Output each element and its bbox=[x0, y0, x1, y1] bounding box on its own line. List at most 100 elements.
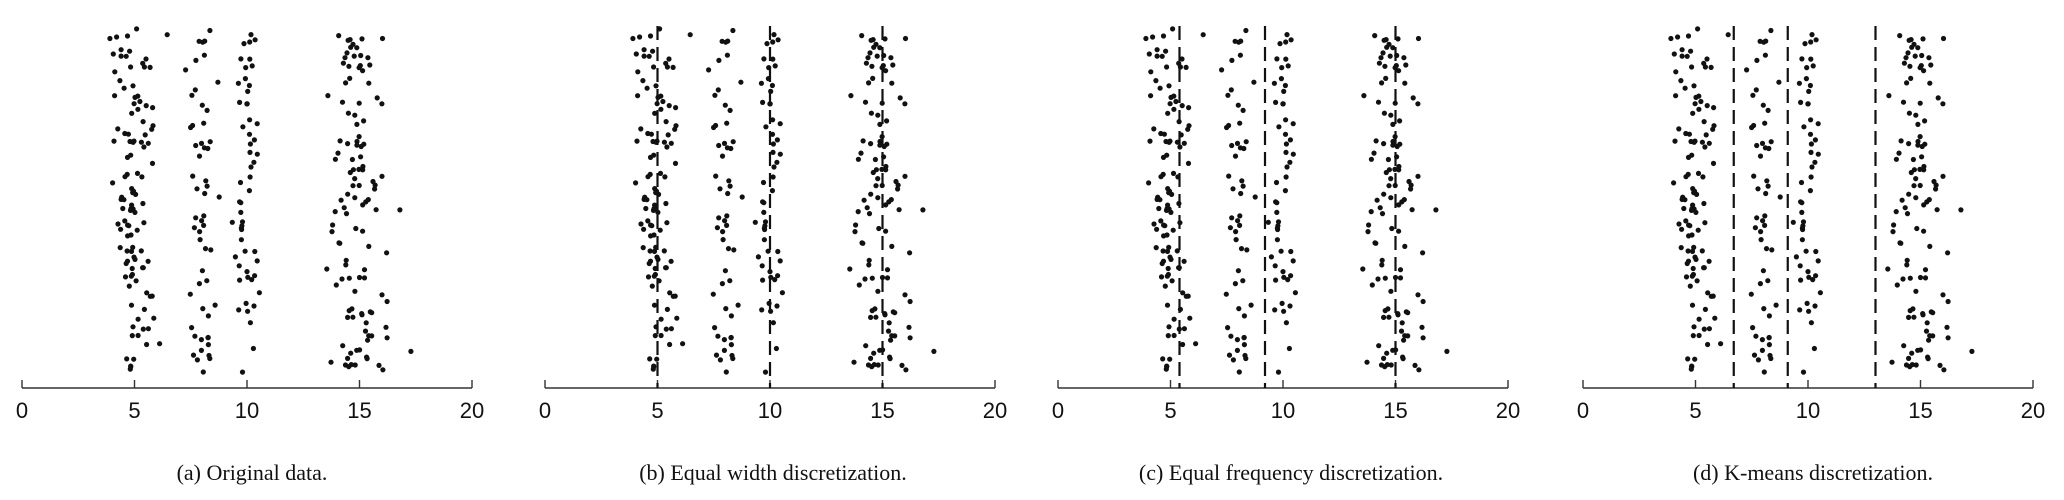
data-point bbox=[1164, 302, 1171, 308]
data-point bbox=[352, 195, 358, 201]
data-point bbox=[687, 32, 693, 38]
data-point bbox=[358, 143, 364, 150]
data-point bbox=[1179, 103, 1185, 109]
data-point bbox=[1900, 276, 1906, 282]
data-point bbox=[124, 33, 131, 39]
data-point bbox=[1365, 229, 1371, 235]
data-point bbox=[247, 117, 253, 123]
data-point bbox=[724, 222, 730, 228]
data-point bbox=[869, 275, 875, 281]
data-point bbox=[1281, 274, 1287, 280]
data-point bbox=[367, 62, 373, 68]
data-point bbox=[1753, 333, 1759, 339]
data-point bbox=[244, 101, 250, 107]
data-point bbox=[1376, 343, 1382, 349]
data-point bbox=[1378, 55, 1384, 61]
data-point bbox=[1683, 130, 1689, 137]
data-point bbox=[775, 273, 781, 279]
data-point bbox=[763, 124, 769, 130]
data-point bbox=[660, 98, 666, 105]
data-point bbox=[1387, 53, 1393, 59]
data-point bbox=[896, 207, 902, 213]
data-point bbox=[888, 337, 894, 343]
data-point bbox=[893, 178, 899, 185]
data-point bbox=[1234, 140, 1241, 146]
data-point bbox=[1815, 121, 1821, 127]
data-point bbox=[1236, 306, 1242, 312]
data-point bbox=[721, 140, 728, 146]
data-point bbox=[680, 341, 686, 347]
data-point bbox=[762, 219, 769, 225]
data-point bbox=[1940, 35, 1947, 42]
data-point bbox=[1725, 32, 1731, 38]
data-point bbox=[1385, 156, 1391, 163]
x-tick-label: 5 bbox=[1689, 398, 1701, 423]
data-point bbox=[343, 80, 349, 86]
data-point bbox=[141, 220, 147, 226]
data-point bbox=[710, 291, 716, 297]
data-point bbox=[883, 68, 889, 74]
data-point bbox=[1885, 266, 1891, 272]
data-point bbox=[1420, 335, 1426, 341]
data-point bbox=[1288, 37, 1294, 43]
data-point bbox=[657, 170, 664, 176]
data-point bbox=[1241, 342, 1247, 348]
data-point bbox=[1758, 229, 1764, 235]
data-point bbox=[1154, 53, 1160, 59]
data-point bbox=[135, 106, 141, 112]
data-point bbox=[1705, 290, 1711, 296]
data-point bbox=[1273, 99, 1279, 105]
data-point bbox=[343, 257, 349, 263]
data-point bbox=[1703, 132, 1709, 138]
data-point bbox=[1283, 320, 1289, 326]
data-point bbox=[1689, 248, 1696, 254]
data-point bbox=[664, 220, 670, 226]
data-point bbox=[1891, 222, 1897, 228]
data-point bbox=[1752, 225, 1758, 231]
data-point bbox=[730, 355, 736, 362]
data-point bbox=[860, 240, 866, 246]
data-point bbox=[1234, 337, 1240, 343]
data-point bbox=[251, 137, 257, 143]
data-point bbox=[1813, 37, 1819, 43]
data-point bbox=[1701, 265, 1707, 271]
data-point bbox=[1917, 65, 1923, 71]
data-point bbox=[759, 307, 765, 313]
data-point bbox=[1796, 80, 1802, 86]
data-point bbox=[864, 205, 870, 211]
data-point bbox=[215, 79, 221, 85]
data-point bbox=[1921, 68, 1927, 74]
data-point bbox=[1277, 41, 1283, 47]
data-point bbox=[1416, 367, 1422, 373]
data-point bbox=[876, 225, 882, 232]
data-point bbox=[1433, 207, 1439, 213]
data-point bbox=[1912, 53, 1918, 59]
data-point bbox=[713, 173, 719, 179]
data-point bbox=[379, 101, 385, 107]
data-point bbox=[122, 218, 128, 224]
data-point bbox=[118, 226, 124, 232]
data-point bbox=[761, 237, 768, 243]
data-point bbox=[715, 87, 721, 93]
data-point bbox=[333, 282, 339, 288]
data-point bbox=[216, 194, 222, 200]
data-point bbox=[337, 138, 343, 144]
data-point bbox=[1911, 183, 1917, 189]
data-point bbox=[1958, 207, 1964, 213]
data-point bbox=[871, 362, 877, 368]
data-point bbox=[868, 355, 874, 361]
data-point bbox=[1807, 131, 1814, 137]
data-point bbox=[1750, 325, 1756, 331]
data-point bbox=[1372, 33, 1378, 39]
data-point bbox=[1373, 138, 1379, 144]
data-point bbox=[892, 310, 898, 316]
data-point bbox=[1166, 244, 1172, 250]
data-point bbox=[651, 64, 657, 70]
data-point bbox=[888, 55, 894, 61]
data-point bbox=[348, 362, 354, 368]
data-point bbox=[200, 306, 206, 312]
data-point bbox=[1682, 197, 1688, 203]
data-point bbox=[200, 39, 206, 45]
data-point bbox=[772, 277, 778, 283]
data-point bbox=[868, 110, 875, 116]
